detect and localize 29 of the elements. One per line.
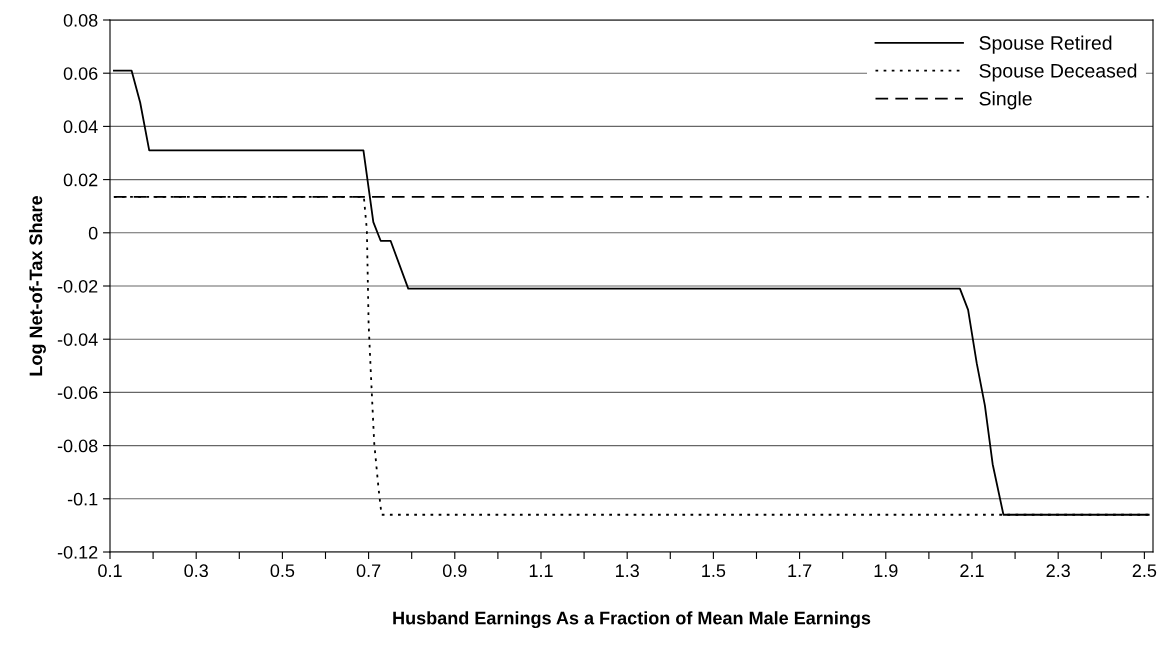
x-tick-label: 0.7 [356,564,381,578]
y-tick-label: -0.02 [57,279,98,293]
x-tick-label: 2.1 [960,564,984,577]
x-tick-label: 2.3 [1046,564,1070,578]
x-tick-label: 1.1 [529,564,553,577]
y-tick-label: -0.08 [57,439,98,453]
y-tick-label: -0.1 [67,492,98,506]
x-tick-label: 1.7 [788,564,812,577]
x-tick-label: 1.5 [702,564,726,578]
x-axis-title: Husband Earnings As a Fraction of Mean Male Earnings [393,611,871,629]
y-tick-label: -0.12 [57,545,98,559]
legend-label: Spouse Deceased [979,63,1137,82]
legend-label: Spouse Retired [979,35,1112,54]
x-tick-label: 0.3 [184,564,208,578]
x-tick-label: 2.5 [1132,564,1157,578]
x-tick-label: 0.9 [442,564,467,578]
x-tick-label: 1.3 [616,564,639,578]
y-tick-label: 0.04 [63,120,98,134]
y-axis-title: Log Net-of-Tax Share [29,195,46,376]
x-tick-label: 0.5 [270,564,295,578]
y-tick-label: 0 [88,226,98,240]
x-tick-label: 1.9 [874,564,898,578]
legend-label: Single [979,91,1032,110]
y-tick-label: 0.08 [63,13,98,27]
y-tick-label: -0.04 [57,333,98,346]
y-tick-label: 0.02 [63,173,98,187]
y-tick-label: -0.06 [57,386,98,400]
x-tick-label: 0.1 [98,564,122,578]
y-tick-label: 0.06 [63,67,98,80]
